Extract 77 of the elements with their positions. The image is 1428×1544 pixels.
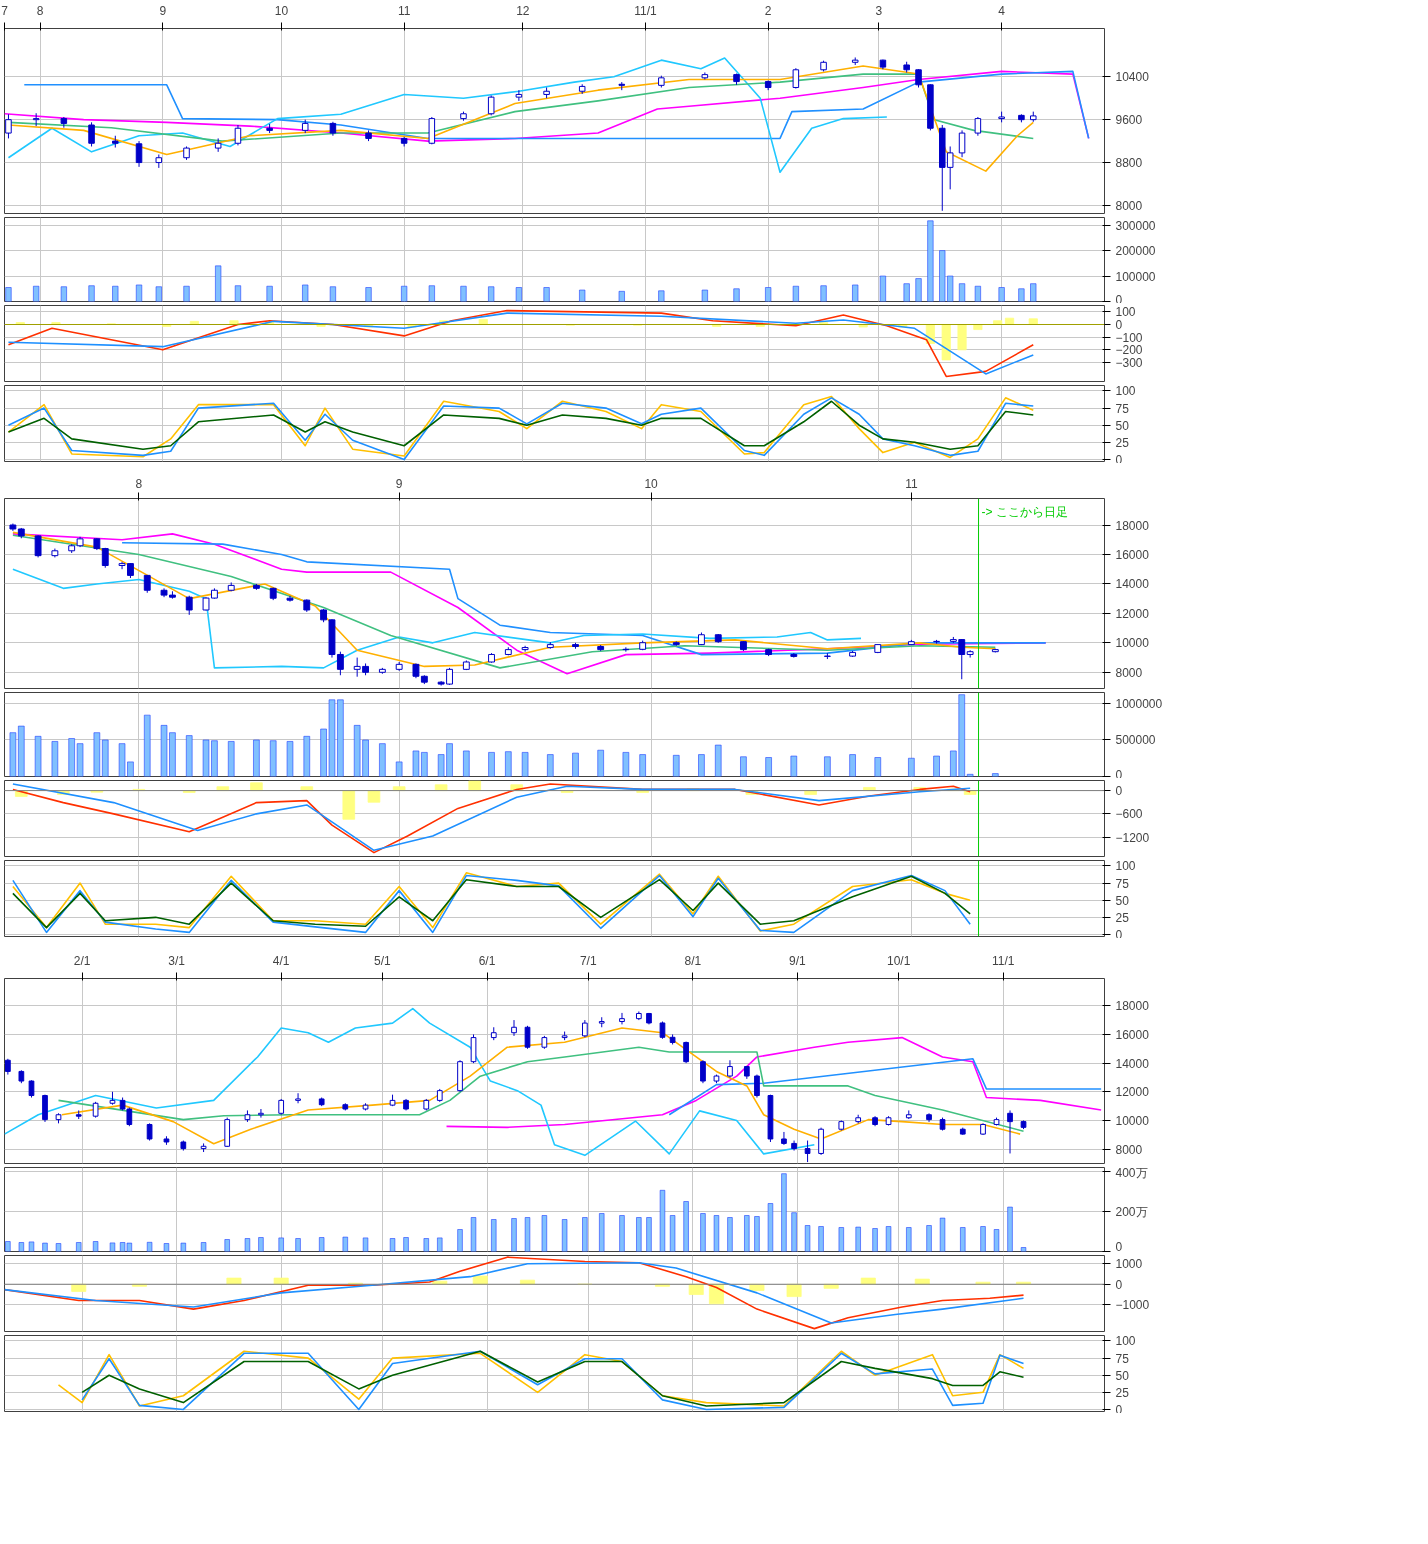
x-tick-label: 3/1	[168, 953, 186, 968]
y-tick-label: 0	[1115, 452, 1123, 467]
y-tick-label: 0	[1115, 292, 1123, 307]
y-tick-label: 75	[1115, 876, 1130, 891]
y-tick-label: 12000	[1115, 606, 1150, 621]
x-tick-label: 12	[516, 3, 530, 18]
y-tick-label: 16000	[1115, 547, 1150, 562]
y-tick-label: 8800	[1115, 156, 1143, 171]
y-tick-label: 50	[1115, 893, 1130, 908]
x-tick-label: 11/1	[992, 953, 1015, 968]
y-tick-label: −600	[1115, 807, 1143, 822]
y-tick-label: 0	[1115, 927, 1123, 942]
y-tick-label: 100	[1115, 1334, 1136, 1349]
x-tick-label: 2/1	[73, 953, 91, 968]
y-tick-label: 500000	[1115, 733, 1156, 748]
y-tick-label: 10000	[1115, 1113, 1150, 1128]
y-tick-label: 8000	[1115, 665, 1143, 680]
y-tick-label: 10000	[1115, 636, 1150, 651]
x-tick-label: 10	[644, 476, 659, 491]
y-tick-label: 18000	[1115, 999, 1150, 1014]
y-tick-label: 400万	[1115, 1165, 1148, 1180]
x-tick-label: 2	[764, 3, 772, 18]
y-tick-label: 8000	[1115, 1142, 1143, 1157]
x-tick-label: 11/1	[634, 3, 658, 18]
y-tick-label: 1000	[1115, 1257, 1143, 1272]
y-tick-label: 1000000	[1115, 696, 1163, 711]
y-tick-label: 18000	[1115, 518, 1150, 533]
y-tick-label: 100	[1115, 859, 1136, 874]
y-tick-label: 14000	[1115, 577, 1150, 592]
y-tick-label: 0	[1115, 318, 1123, 332]
y-tick-label: 14000	[1115, 1056, 1150, 1071]
y-tick-label: 200000	[1115, 244, 1156, 259]
y-tick-label: 50	[1115, 1368, 1130, 1383]
y-tick-label: 75	[1115, 1351, 1130, 1366]
y-tick-label: 8000	[1115, 198, 1143, 213]
y-tick-label: −300	[1115, 356, 1143, 370]
y-tick-label: 75	[1115, 401, 1130, 416]
y-tick-label: 25	[1115, 1385, 1130, 1400]
x-tick-label: 7	[1, 3, 9, 18]
x-tick-label: 8	[36, 3, 44, 18]
y-tick-label: 300000	[1115, 218, 1156, 233]
x-tick-label: 7/1	[579, 953, 597, 968]
x-tick-label: 11	[905, 476, 918, 491]
y-tick-label: 100	[1115, 384, 1136, 399]
y-tick-label: −1200	[1115, 830, 1150, 845]
y-tick-label: 0	[1115, 767, 1123, 782]
x-tick-label: 8/1	[684, 953, 702, 968]
y-tick-label: 25	[1115, 435, 1130, 450]
y-tick-label: 16000	[1115, 1027, 1150, 1042]
x-tick-label: 3	[875, 3, 883, 18]
x-tick-label: 8	[135, 476, 143, 491]
x-tick-label: 9	[395, 476, 403, 491]
y-tick-label: 0	[1115, 1239, 1123, 1254]
y-tick-label: 9600	[1115, 113, 1143, 128]
y-tick-label: −100	[1115, 330, 1143, 345]
y-tick-label: 12000	[1115, 1085, 1150, 1100]
x-tick-label: 4	[998, 3, 1006, 18]
x-tick-label: 5/1	[374, 953, 392, 968]
y-tick-label: 0	[1115, 1277, 1123, 1292]
x-tick-label: 10/1	[886, 953, 911, 968]
y-tick-label: 200万	[1115, 1204, 1148, 1219]
x-tick-label: 10	[274, 3, 289, 18]
y-tick-label: 10400	[1115, 70, 1150, 85]
x-tick-label: 6/1	[478, 953, 496, 968]
y-tick-label: 0	[1115, 1402, 1123, 1417]
y-tick-label: 50	[1115, 418, 1130, 433]
y-tick-label: −1000	[1115, 1298, 1150, 1313]
y-tick-label: 0	[1115, 784, 1123, 799]
x-tick-label: 9	[159, 3, 167, 18]
y-tick-label: −200	[1115, 343, 1143, 358]
ref-line-label: -> ここから日足	[981, 504, 1068, 519]
x-tick-label: 11	[397, 3, 411, 18]
y-tick-label: 100000	[1115, 269, 1156, 284]
x-tick-label: 9/1	[789, 953, 807, 968]
x-tick-label: 4/1	[272, 953, 290, 968]
y-tick-label: 25	[1115, 910, 1130, 925]
y-tick-label: 100	[1115, 305, 1136, 320]
